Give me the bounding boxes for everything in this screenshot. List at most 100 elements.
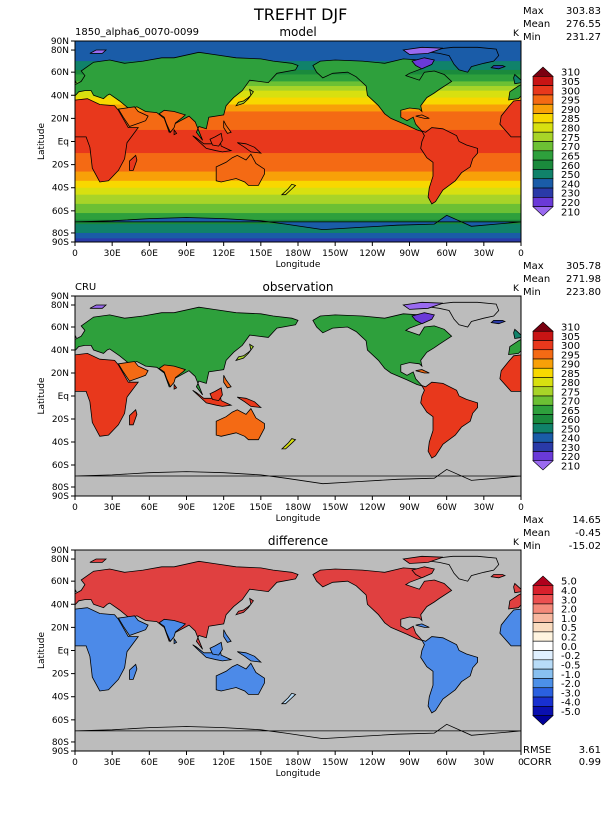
stat-label-max: Max: [523, 261, 544, 272]
coastline-africa: [499, 608, 521, 647]
x-tick-label: 60W: [436, 758, 456, 768]
x-tick-label: 0: [518, 758, 524, 768]
coastline-africa: [75, 607, 139, 692]
coastline-japan: [235, 597, 254, 616]
temp-band: [75, 86, 521, 89]
colorbar-swatch: [532, 169, 554, 180]
colorbar-label: 240: [561, 434, 580, 445]
colorbar-label: 295: [561, 350, 580, 361]
coastline-greenland: [0, 556, 53, 581]
coastline-borneo: [209, 641, 223, 656]
coastline-britain: [513, 328, 521, 339]
temp-band: [75, 90, 521, 94]
colorbar-label: 4.0: [561, 586, 577, 597]
colorbar-label: 275: [561, 133, 580, 144]
temp-band: [75, 81, 521, 85]
stat-label-min: Min: [523, 541, 541, 552]
coastline-samerica: [0, 637, 32, 713]
coastline-samerica: [420, 636, 479, 714]
temp-band: [75, 83, 521, 87]
x-tick-label: 150W: [322, 758, 348, 768]
colorbar-swatch: [532, 113, 554, 124]
x-tick-label: 120E: [212, 503, 235, 513]
case-label: CRU: [75, 282, 96, 293]
stat-value-corr: 0.99: [579, 757, 601, 768]
temp-band: [75, 109, 521, 113]
colorbar-swatch: [532, 377, 554, 388]
stat-label-max: Max: [523, 6, 544, 17]
temp-band: [75, 157, 521, 161]
x-tick-label: 30W: [474, 503, 494, 513]
coastline-africa: [75, 352, 140, 437]
coastline-antarctica: [75, 214, 521, 242]
colorbar-swatch: [532, 150, 554, 161]
y-tick-label: 90N: [51, 37, 69, 47]
stat-value-max: 14.65: [572, 515, 601, 526]
coastline-svalbard: [89, 558, 108, 563]
x-tick-label: 90W: [399, 758, 419, 768]
temp-band: [75, 238, 521, 241]
colorbar-swatch: [532, 85, 554, 96]
x-tick-label: 180W: [285, 503, 311, 513]
temp-band: [75, 194, 521, 198]
temp-band: [75, 139, 521, 143]
coastline-cuba: [415, 369, 430, 374]
temp-band: [75, 46, 521, 49]
temp-band: [75, 213, 521, 216]
y-tick-label: 40N: [51, 346, 69, 356]
coastline-antarctica: [520, 475, 521, 477]
x-tick-label: 60W: [436, 249, 456, 259]
coastline-antarctica: [520, 221, 521, 223]
temp-band: [75, 159, 521, 163]
colorbar: 3103053002952902852802752702652602502402…: [532, 66, 580, 218]
temp-band: [75, 88, 521, 92]
colorbar-label: 265: [561, 151, 580, 162]
colorbar-label: 290: [561, 105, 580, 116]
x-tick-label: 30E: [104, 758, 121, 768]
colorbar-swatch: [532, 131, 554, 142]
stat-label-min: Min: [523, 287, 541, 298]
colorbar-label: -5.0: [561, 707, 581, 718]
colorbar-swatch: [532, 631, 554, 642]
colorbar-swatch: [532, 197, 554, 207]
temp-band: [75, 150, 521, 154]
temp-band: [75, 123, 521, 126]
temp-band: [75, 136, 521, 140]
colorbar-label: -4.0: [561, 698, 581, 709]
y-tick-label: 40N: [51, 600, 69, 610]
temp-band: [75, 120, 521, 124]
y-tick-label: 40S: [52, 438, 69, 448]
colorbar-swatch: [532, 594, 554, 605]
colorbar-swatch: [532, 367, 554, 378]
colorbar-swatch: [532, 603, 554, 614]
colorbar-swatch: [532, 414, 554, 425]
x-tick-label: 120E: [212, 758, 235, 768]
stat-label-min: Min: [523, 32, 541, 43]
coastline-greenland: [429, 301, 500, 328]
colorbar-label: 0.5: [561, 623, 577, 634]
colorbar-label: 2.0: [561, 605, 577, 616]
coastline-newguinea: [237, 396, 262, 409]
x-tick-label: 150E: [249, 758, 272, 768]
y-tick-label: Eq: [58, 647, 69, 657]
temp-band: [75, 129, 521, 133]
coastline-newguinea: [237, 651, 262, 663]
coastline-ellesmere: [402, 46, 444, 55]
colorbar-swatch: [532, 696, 554, 707]
colorbar-label: 310: [561, 323, 580, 334]
temp-band: [75, 125, 521, 129]
coastline-samerica: [0, 382, 32, 458]
coastline-svalbard: [536, 559, 552, 562]
colorbar-label: 220: [561, 198, 580, 209]
coastline-madagascar: [129, 154, 138, 171]
colorbar-swatch: [532, 441, 554, 452]
y-tick-label: 20S: [52, 670, 69, 680]
y-axis-label: Latitude: [37, 632, 47, 670]
stat-value-rmse: 3.61: [579, 745, 601, 756]
temp-band: [75, 171, 521, 175]
temp-band: [75, 178, 521, 182]
x-tick-label: 90W: [399, 249, 419, 259]
temp-band: [75, 41, 521, 44]
temp-band: [75, 63, 521, 67]
colorbar-label: 260: [561, 415, 580, 426]
